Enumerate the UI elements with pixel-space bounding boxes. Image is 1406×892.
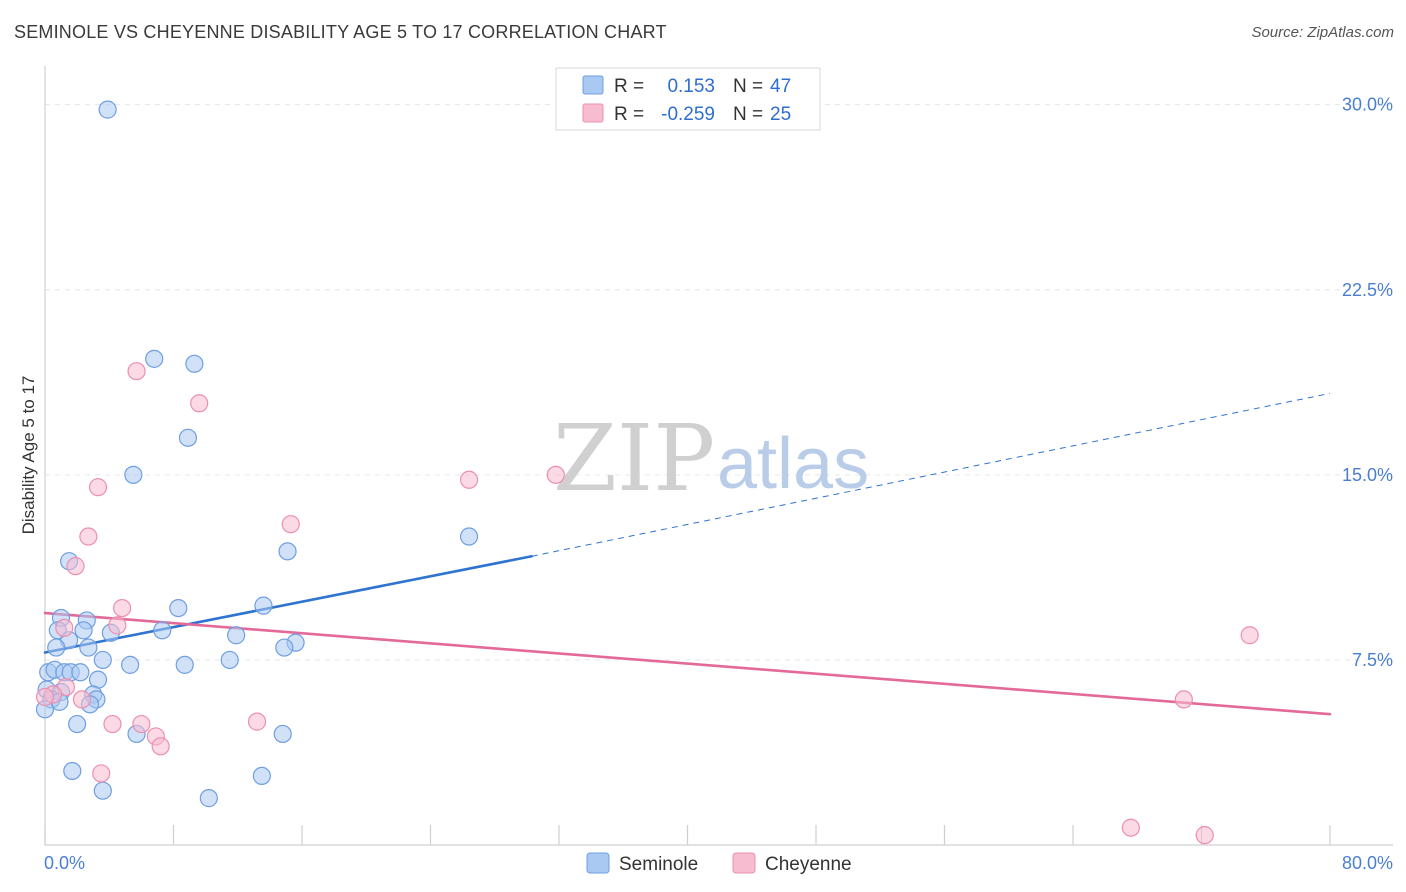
point-seminole: [121, 655, 140, 674]
point-cheyenne: [1121, 818, 1140, 837]
trend-line-seminole-extension: [531, 392, 1331, 557]
point-seminole: [178, 428, 198, 447]
point-seminole: [93, 781, 112, 800]
y-tick-label: 7.5%: [1352, 650, 1393, 670]
point-seminole: [124, 465, 143, 484]
series-legend-label-cheyenne: Cheyenne: [765, 854, 852, 875]
point-seminole: [199, 789, 218, 808]
series-legend-swatch-seminole: [586, 852, 610, 874]
legend-swatch-seminole: [582, 75, 604, 95]
point-seminole: [185, 354, 204, 373]
chart-source: Source: ZipAtlas.com: [1251, 24, 1394, 41]
x-tick-label-max: 80.0%: [1342, 853, 1393, 873]
point-seminole: [459, 527, 479, 546]
point-seminole: [47, 638, 66, 657]
point-cheyenne: [1174, 690, 1193, 709]
y-tick-label: 22.5%: [1342, 280, 1393, 300]
point-cheyenne: [546, 465, 565, 484]
point-seminole: [278, 542, 297, 561]
point-cheyenne: [66, 557, 85, 576]
point-cheyenne: [108, 616, 127, 635]
point-seminole: [275, 638, 294, 657]
point-cheyenne: [103, 714, 122, 734]
series-legend-label-seminole: Seminole: [619, 854, 698, 875]
point-seminole: [220, 650, 239, 670]
point-cheyenne: [281, 515, 300, 534]
legend-n-value-cheyenne: 25: [770, 104, 791, 125]
point-seminole: [254, 596, 273, 615]
grid-lines: [45, 104, 1390, 661]
point-cheyenne: [35, 687, 55, 707]
point-seminole: [175, 655, 194, 674]
x-tick-labels: 0.0% 80.0%: [44, 853, 1393, 873]
point-cheyenne: [79, 527, 98, 546]
trend-line-seminole: [43, 554, 533, 654]
legend-n-label-cheyenne: N =: [733, 104, 763, 125]
point-seminole: [252, 766, 271, 786]
chart-title: SEMINOLE VS CHEYENNE DISABILITY AGE 5 TO…: [14, 22, 667, 42]
y-tick-label: 30.0%: [1342, 95, 1393, 115]
legend-r-label-seminole: R =: [614, 76, 644, 97]
legend-swatch-cheyenne: [582, 103, 604, 123]
trend-lines: [43, 392, 1332, 716]
watermark-atlas: atlas: [717, 424, 869, 504]
point-cheyenne: [88, 478, 108, 497]
point-cheyenne: [151, 737, 170, 756]
point-cheyenne: [92, 764, 111, 783]
y-tick-label: 15.0%: [1342, 465, 1393, 485]
point-seminole: [169, 598, 188, 618]
point-seminole: [74, 621, 93, 640]
watermark-zip: ZIP: [553, 405, 715, 512]
point-seminole: [68, 714, 87, 734]
correlation-legend: R = 0.153 N = 47 R = -0.259 N = 25: [555, 67, 821, 131]
point-seminole: [63, 761, 82, 781]
point-seminole: [153, 621, 172, 640]
point-seminole: [93, 650, 112, 670]
legend-r-value-cheyenne: -0.259: [661, 104, 715, 125]
point-seminole: [273, 724, 292, 744]
point-seminole: [227, 626, 246, 645]
point-seminole: [79, 638, 98, 657]
watermark: ZIP atlas: [553, 405, 869, 512]
trend-line-cheyenne: [43, 611, 1332, 716]
point-cheyenne: [1195, 826, 1214, 845]
legend-r-value-seminole: 0.153: [667, 76, 715, 97]
point-seminole: [98, 100, 117, 119]
point-cheyenne: [55, 618, 74, 637]
data-points: [35, 100, 1259, 845]
point-seminole: [145, 349, 164, 368]
point-cheyenne: [247, 712, 267, 731]
legend-r-label-cheyenne: R =: [614, 104, 644, 125]
x-tick-label-min: 0.0%: [44, 853, 85, 873]
series-legend-swatch-cheyenne: [732, 852, 756, 874]
y-axis-title: Disability Age 5 to 17: [19, 376, 38, 535]
point-cheyenne: [459, 470, 479, 489]
point-seminole: [71, 663, 90, 682]
point-cheyenne: [1240, 626, 1259, 645]
point-cheyenne: [132, 714, 151, 734]
series-legend: Seminole Cheyenne: [586, 852, 852, 875]
point-cheyenne: [127, 362, 146, 381]
point-cheyenne: [190, 394, 209, 413]
point-cheyenne: [72, 690, 92, 709]
legend-n-value-seminole: 47: [770, 76, 791, 97]
legend-n-label-seminole: N =: [733, 76, 763, 97]
point-cheyenne: [112, 598, 132, 618]
y-tick-labels: 7.5% 15.0% 22.5% 30.0%: [1342, 95, 1393, 670]
